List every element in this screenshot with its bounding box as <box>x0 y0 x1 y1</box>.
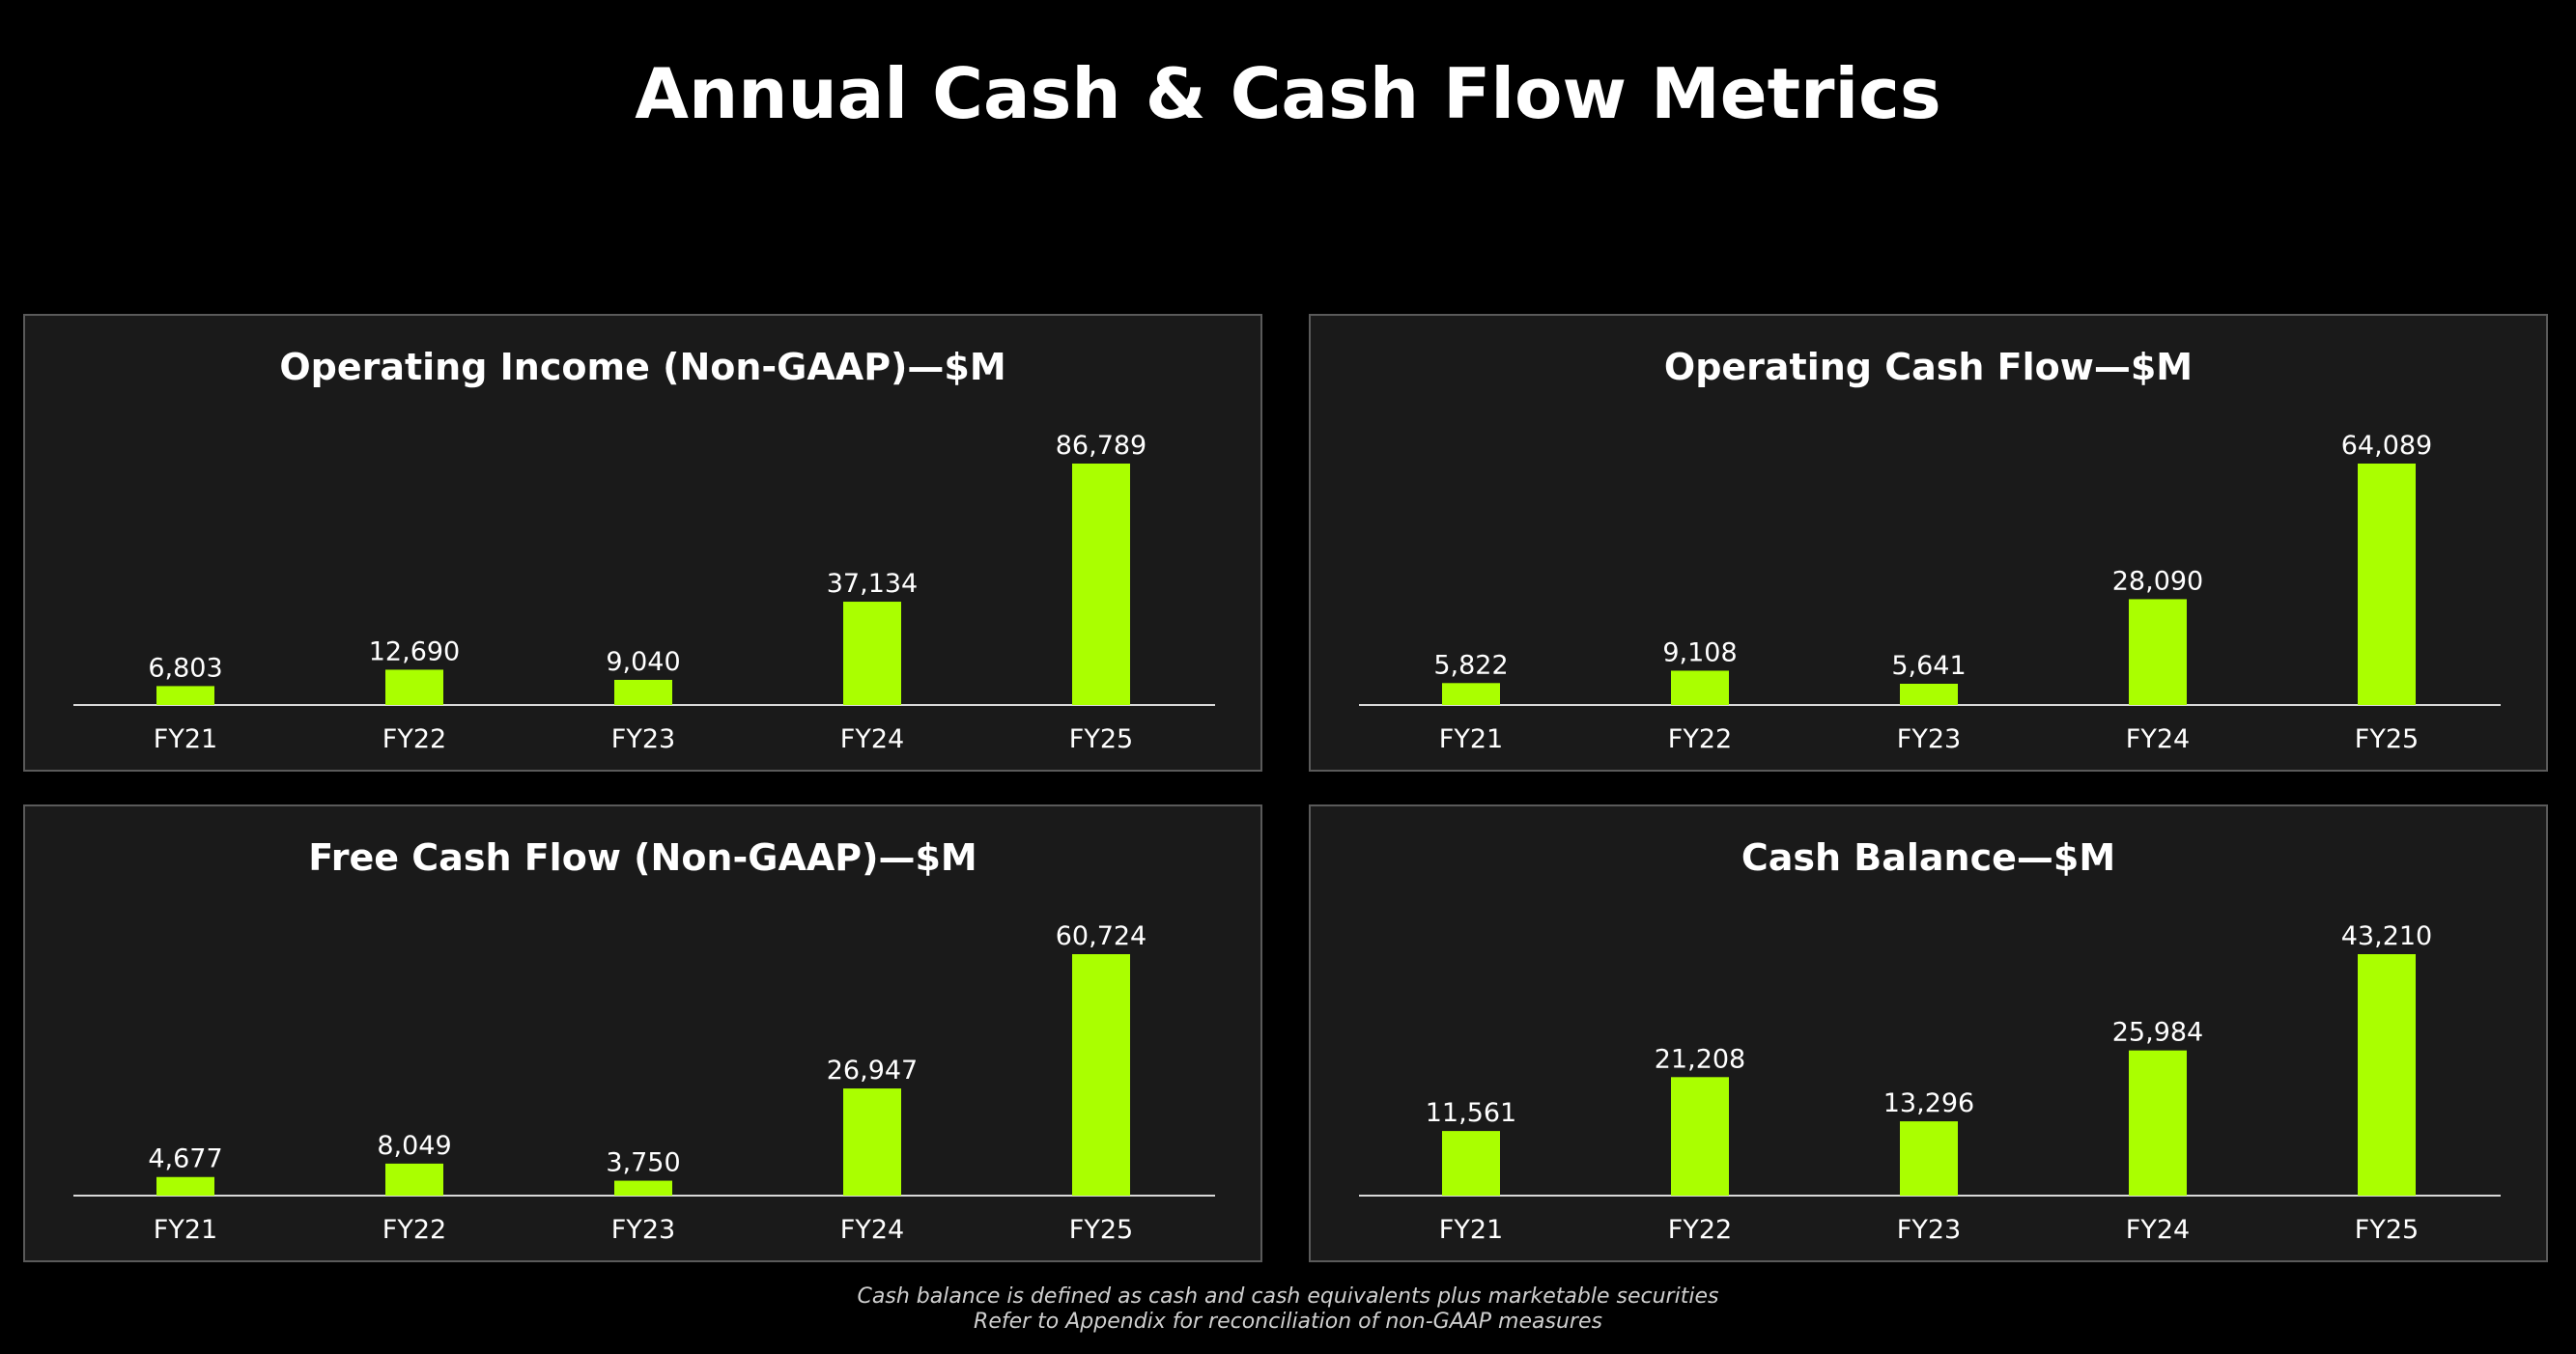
chart-operating-cash-flow: 5,822 FY21 9,108 FY22 5,641 FY23 28,090 FY24 64,… <box>1359 431 2501 754</box>
chart-free-cash-flow: 4,677 FY21 8,049 FY22 3,750 FY23 26,947 FY24 60,… <box>73 921 1215 1245</box>
bar-fy23 <box>614 679 672 705</box>
data-label-fy24: 25,984 <box>2112 1018 2203 1048</box>
x-tick-label-fy25: FY25 <box>2355 1215 2419 1245</box>
x-tick-label-fy25: FY25 <box>2355 724 2419 754</box>
bar-fy25 <box>2358 464 2416 705</box>
bar-fy24 <box>2129 1050 2187 1196</box>
bar-fy24 <box>843 1088 901 1196</box>
bar-fy23 <box>1900 683 1958 705</box>
data-label-fy22: 8,049 <box>377 1131 451 1161</box>
x-tick-label-fy21: FY21 <box>1439 1215 1503 1245</box>
data-label-fy21: 5,822 <box>1433 650 1508 680</box>
data-label-fy23: 5,641 <box>1891 651 1966 681</box>
footnote-non-gaap-reconciliation: Refer to Appendix for reconciliation of … <box>974 1310 1602 1334</box>
x-tick-label-fy23: FY23 <box>611 724 675 754</box>
footnote-cash-balance-definition: Cash balance is defined as cash and cash… <box>857 1284 1719 1309</box>
chart-title: Cash Balance—$M <box>1741 836 2116 879</box>
x-tick-label-fy22: FY22 <box>1668 1215 1732 1245</box>
bar-fy24 <box>843 602 901 705</box>
bar-fy21 <box>156 686 214 705</box>
bar-fy23 <box>1900 1121 1958 1196</box>
chart-cash-balance: 11,561 FY21 21,208 FY22 13,296 FY23 25,984 FY24… <box>1359 921 2501 1245</box>
bar-fy21 <box>1442 683 1500 705</box>
x-tick-label-fy22: FY22 <box>1668 724 1732 754</box>
data-label-fy22: 21,208 <box>1655 1044 1745 1074</box>
bar-fy22 <box>385 1163 443 1196</box>
x-tick-label-fy21: FY21 <box>1439 724 1503 754</box>
chart-operating-income: 6,803 FY21 12,690 FY22 9,040 FY23 37,134 FY24 86… <box>73 431 1215 754</box>
x-tick-label-fy21: FY21 <box>154 1215 217 1245</box>
data-label-fy25: 86,789 <box>1056 431 1146 461</box>
bar-fy22 <box>1671 670 1729 705</box>
data-label-fy21: 11,561 <box>1426 1098 1516 1128</box>
data-label-fy25: 60,724 <box>1056 921 1146 951</box>
data-label-fy21: 4,677 <box>148 1144 222 1174</box>
data-label-fy25: 43,210 <box>2341 921 2432 951</box>
bar-fy25 <box>2358 954 2416 1196</box>
data-label-fy21: 6,803 <box>148 653 222 683</box>
data-label-fy24: 37,134 <box>827 569 918 599</box>
x-tick-label-fy25: FY25 <box>1069 1215 1133 1245</box>
x-tick-label-fy22: FY22 <box>382 724 446 754</box>
x-tick-label-fy23: FY23 <box>1897 724 1961 754</box>
bar-fy25 <box>1072 464 1130 705</box>
x-tick-label-fy23: FY23 <box>1897 1215 1961 1245</box>
chart-panel-operating-income: Operating Income (Non-GAAP)—$M 6,803 FY21… <box>23 314 1262 772</box>
x-tick-label-fy24: FY24 <box>2126 1215 2190 1245</box>
bar-fy21 <box>1442 1131 1500 1196</box>
bar-fy22 <box>1671 1077 1729 1196</box>
x-tick-label-fy25: FY25 <box>1069 724 1133 754</box>
chart-title: Operating Income (Non-GAAP)—$M <box>279 346 1006 388</box>
x-tick-label-fy24: FY24 <box>840 1215 904 1245</box>
x-tick-label-fy23: FY23 <box>611 1215 675 1245</box>
data-label-fy23: 3,750 <box>606 1148 680 1178</box>
chart-title: Free Cash Flow (Non-GAAP)—$M <box>308 836 977 879</box>
x-tick-label-fy21: FY21 <box>154 724 217 754</box>
x-tick-label-fy24: FY24 <box>2126 724 2190 754</box>
bar-fy25 <box>1072 954 1130 1196</box>
data-label-fy24: 26,947 <box>827 1056 918 1086</box>
chart-panel-cash-balance: Cash Balance—$M 11,561 FY21 21,208 FY22 13,2… <box>1309 804 2548 1262</box>
chart-title: Operating Cash Flow—$M <box>1663 346 2194 388</box>
page-title: Annual Cash & Cash Flow Metrics <box>635 53 1941 134</box>
x-tick-label-fy22: FY22 <box>382 1215 446 1245</box>
bar-fy23 <box>614 1180 672 1196</box>
data-label-fy24: 28,090 <box>2112 566 2203 596</box>
bar-fy24 <box>2129 599 2187 705</box>
x-tick-label-fy24: FY24 <box>840 724 904 754</box>
data-label-fy23: 13,296 <box>1883 1088 1974 1118</box>
data-label-fy23: 9,040 <box>606 647 680 677</box>
data-label-fy22: 9,108 <box>1662 637 1737 667</box>
bar-fy21 <box>156 1176 214 1196</box>
data-label-fy25: 64,089 <box>2341 431 2432 461</box>
bar-fy22 <box>385 669 443 705</box>
chart-panel-free-cash-flow: Free Cash Flow (Non-GAAP)—$M 4,677 FY21 8,… <box>23 804 1262 1262</box>
data-label-fy22: 12,690 <box>369 636 460 666</box>
chart-panel-operating-cash-flow: Operating Cash Flow—$M 5,822 FY21 9,108 FY2… <box>1309 314 2548 772</box>
